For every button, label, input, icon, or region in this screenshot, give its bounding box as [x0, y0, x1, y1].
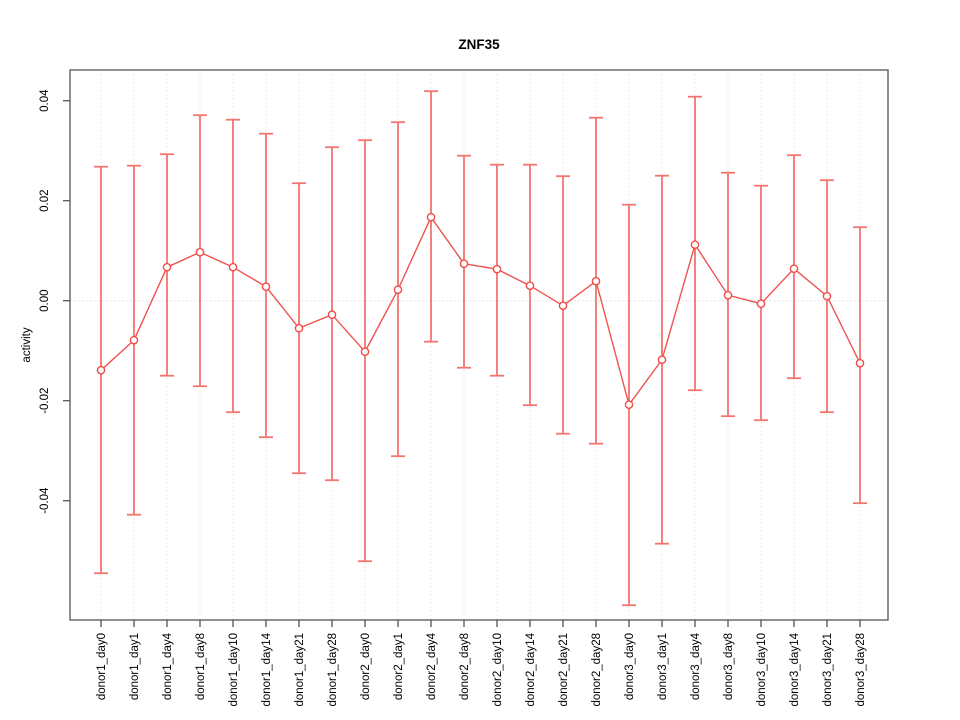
- data-point-marker: [261, 282, 271, 292]
- data-point-marker: [195, 247, 205, 257]
- x-tick-label: donor1_day21: [294, 633, 306, 707]
- x-tick-label: donor2_day0: [360, 633, 372, 700]
- data-point-marker: [96, 365, 106, 375]
- data-point-marker: [228, 262, 238, 272]
- x-tick-label: donor3_day0: [624, 633, 636, 700]
- x-tick-label: donor3_day1: [657, 633, 669, 700]
- data-point-marker: [558, 301, 568, 311]
- x-tick-label: donor3_day14: [789, 632, 801, 706]
- x-tick-label: donor3_day8: [723, 633, 735, 700]
- series-line: [100, 215, 861, 407]
- y-tick-label: 0.00: [39, 290, 51, 312]
- data-point-marker: [855, 358, 865, 368]
- data-point-marker: [822, 291, 832, 301]
- data-point-marker: [393, 285, 403, 295]
- data-point-marker: [492, 264, 502, 274]
- data-point-marker: [426, 212, 436, 222]
- x-tick-label: donor2_day28: [591, 633, 603, 707]
- chart-title: ZNF35: [458, 37, 500, 52]
- data-point-marker: [591, 276, 601, 286]
- x-tick-label: donor1_day1: [129, 633, 141, 700]
- data-point-marker: [789, 264, 799, 274]
- x-tick-label: donor1_day10: [228, 633, 240, 707]
- x-tick-label: donor2_day4: [426, 632, 438, 700]
- data-point-marker: [162, 262, 172, 272]
- x-tick-label: donor3_day21: [822, 633, 834, 707]
- y-tick-label: -0.02: [39, 388, 51, 414]
- data-point-marker: [294, 323, 304, 333]
- plot-border: [69, 69, 889, 621]
- data-point-marker: [327, 310, 337, 320]
- x-tick-label: donor3_day28: [855, 633, 867, 707]
- x-tick-label: donor1_day0: [96, 633, 108, 700]
- y-axis-title: activity: [21, 327, 33, 362]
- x-tick-label: donor1_day14: [261, 632, 273, 706]
- y-tick-label: -0.04: [39, 487, 51, 514]
- data-point-marker: [657, 355, 667, 365]
- data-point-marker: [360, 347, 370, 357]
- data-point-marker: [129, 335, 139, 345]
- x-tick-label: donor3_day10: [756, 633, 768, 707]
- x-tick-label: donor2_day8: [459, 633, 471, 700]
- gridlines: [70, 70, 888, 620]
- x-tick-label: donor2_day14: [525, 632, 537, 706]
- y-tick-label: 0.02: [39, 190, 51, 212]
- data-points: [96, 212, 865, 410]
- x-tick-label: donor2_day21: [558, 633, 570, 707]
- x-tick-label: donor2_day10: [492, 633, 504, 707]
- x-tick-label: donor1_day4: [162, 632, 174, 700]
- x-tick-label: donor1_day8: [195, 633, 207, 700]
- y-axis: 0.04 0.02 0.00 -0.02 -0.04: [39, 89, 70, 514]
- x-tick-label: donor3_day4: [690, 632, 702, 700]
- x-tick-label: donor2_day1: [393, 633, 405, 700]
- data-point-marker: [756, 299, 766, 309]
- x-tick-label: donor1_day28: [327, 633, 339, 707]
- data-point-marker: [690, 240, 700, 249]
- data-point-marker: [459, 259, 469, 269]
- data-point-marker: [624, 400, 634, 410]
- data-point-marker: [525, 281, 535, 291]
- y-tick-label: 0.04: [39, 89, 51, 112]
- x-axis: donor1_day0 donor1_day1 donor1_day4 donor1_…: [96, 620, 867, 707]
- data-point-marker: [723, 290, 733, 300]
